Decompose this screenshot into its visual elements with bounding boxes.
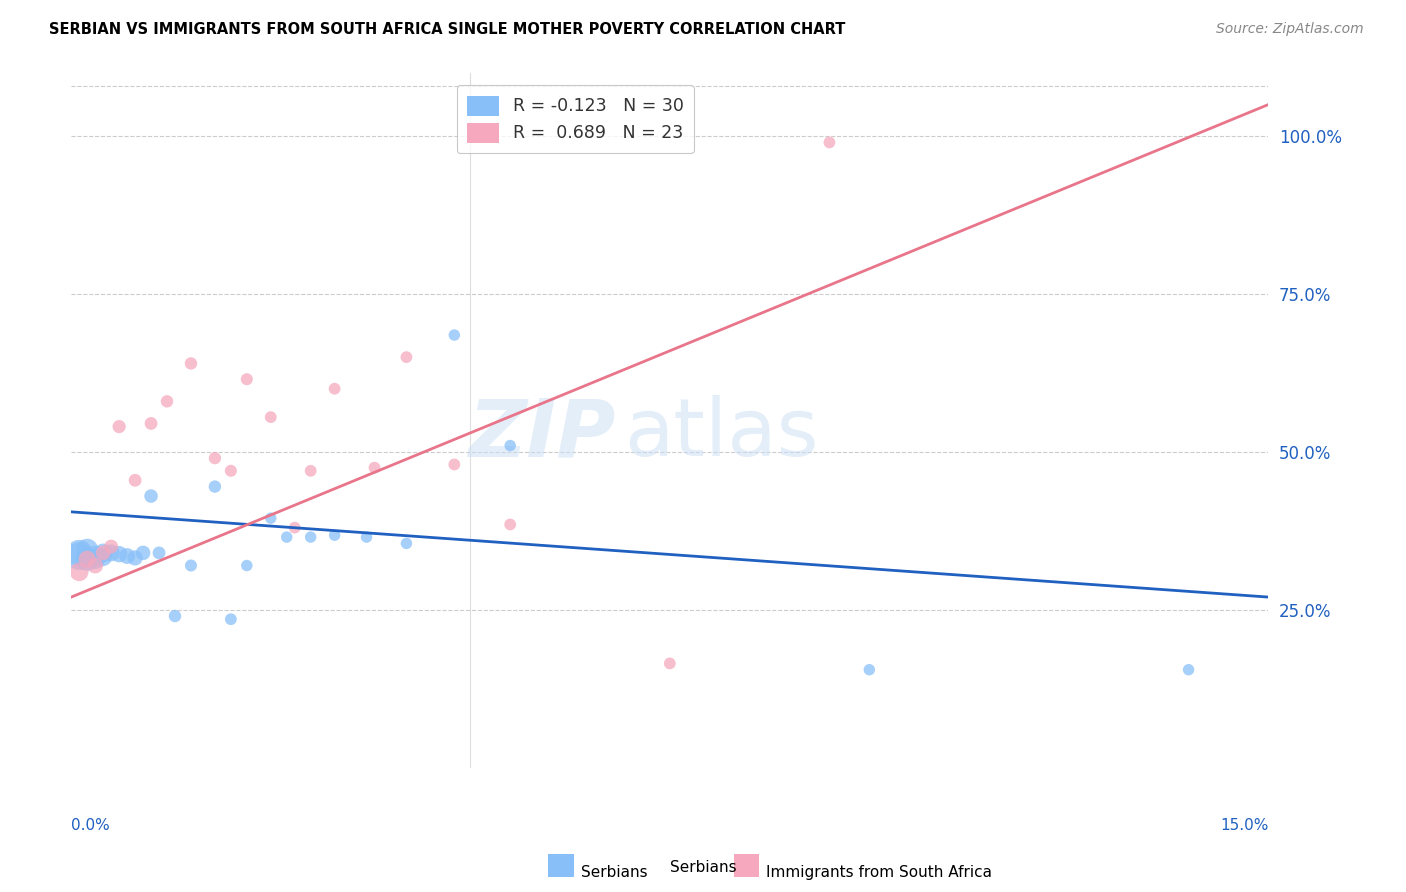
Point: [91, 546, 114, 560]
Point: [76, 552, 98, 566]
Point: [818, 136, 841, 150]
Point: [163, 609, 186, 624]
Point: [180, 356, 202, 370]
Bar: [548, 855, 574, 877]
Point: [67, 546, 90, 560]
Point: [67, 565, 90, 579]
Point: [108, 419, 131, 434]
Point: [84, 549, 107, 563]
Point: [236, 372, 259, 386]
Point: [443, 328, 465, 343]
Point: [395, 350, 418, 364]
Point: [76, 552, 98, 566]
Text: 15.0%: 15.0%: [1220, 818, 1268, 833]
Point: [858, 663, 880, 677]
Point: [91, 550, 114, 565]
Point: [219, 612, 242, 626]
Point: [204, 451, 226, 466]
Point: [91, 546, 114, 560]
Point: [443, 458, 465, 472]
Point: [323, 528, 346, 542]
Point: [148, 546, 170, 560]
Point: [323, 382, 346, 396]
Point: [156, 394, 179, 409]
Point: [395, 536, 418, 550]
Text: Immigrants from South Africa: Immigrants from South Africa: [766, 865, 993, 880]
Point: [299, 464, 322, 478]
Point: [1177, 663, 1199, 677]
Point: [204, 479, 226, 493]
Point: [108, 547, 131, 561]
Point: [284, 521, 307, 535]
Point: [260, 410, 283, 425]
Point: [219, 464, 242, 478]
Point: [236, 558, 259, 573]
Bar: [734, 855, 759, 877]
Point: [124, 473, 146, 487]
Text: SERBIAN VS IMMIGRANTS FROM SOUTH AFRICA SINGLE MOTHER POVERTY CORRELATION CHART: SERBIAN VS IMMIGRANTS FROM SOUTH AFRICA …: [49, 22, 845, 37]
Point: [180, 558, 202, 573]
Point: [84, 558, 107, 573]
Point: [363, 460, 385, 475]
Point: [499, 517, 522, 532]
Text: Source: ZipAtlas.com: Source: ZipAtlas.com: [1216, 22, 1364, 37]
Point: [100, 540, 122, 554]
Point: [299, 530, 322, 544]
Text: 0.0%: 0.0%: [72, 818, 110, 833]
Point: [139, 489, 162, 503]
Point: [356, 530, 378, 544]
Point: [276, 530, 298, 544]
Point: [76, 542, 98, 557]
Text: atlas: atlas: [624, 395, 818, 473]
Point: [115, 549, 138, 563]
Point: [100, 546, 122, 560]
Text: ZIP: ZIP: [468, 395, 616, 473]
Point: [658, 657, 681, 671]
Point: [67, 549, 90, 563]
Legend: R = -0.123   N = 30, R =  0.689   N = 23: R = -0.123 N = 30, R = 0.689 N = 23: [457, 85, 695, 153]
Point: [139, 417, 162, 431]
Point: [499, 438, 522, 452]
Point: [84, 552, 107, 566]
Text: Serbians: Serbians: [669, 861, 737, 875]
Point: [132, 546, 155, 560]
Text: Serbians: Serbians: [581, 865, 647, 880]
Point: [124, 550, 146, 565]
Point: [260, 511, 283, 525]
